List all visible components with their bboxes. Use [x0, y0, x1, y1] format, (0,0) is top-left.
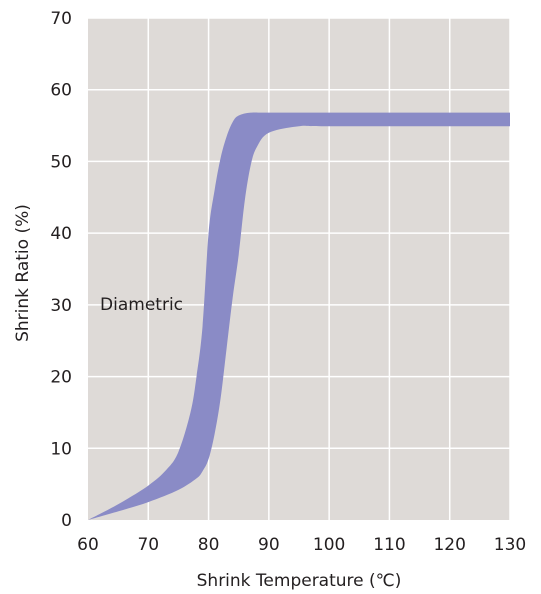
y-tick-label-70: 70 [50, 9, 72, 29]
y-tick-labels: 0 10 20 30 40 50 60 70 [50, 9, 72, 531]
annotation-0: Diametric [100, 295, 183, 315]
y-tick-label-60: 60 [50, 81, 72, 101]
y-tick-label-30: 30 [50, 296, 72, 316]
diametric-band [88, 112, 510, 520]
x-tick-label-60: 60 [77, 535, 99, 555]
x-axis-label: Shrink Temperature (℃) [197, 571, 402, 591]
x-tick-label-90: 90 [258, 535, 280, 555]
x-tick-label-100: 100 [313, 535, 345, 555]
plot-area [88, 18, 510, 520]
x-tick-labels: 60 70 80 90 100 110 120 130 [77, 535, 526, 555]
x-tick-label-70: 70 [137, 535, 159, 555]
y-axis-label: Shrink Ratio (%) [13, 204, 33, 342]
x-tick-label-130: 130 [494, 535, 526, 555]
y-tick-label-40: 40 [50, 224, 72, 244]
x-tick-label-120: 120 [433, 535, 465, 555]
y-tick-label-20: 20 [50, 368, 72, 388]
plot-background [88, 18, 510, 520]
x-tick-label-80: 80 [198, 535, 220, 555]
x-tick-label-110: 110 [373, 535, 405, 555]
y-tick-label-0: 0 [61, 511, 72, 531]
annotation-layer: Diametric [100, 295, 183, 315]
band-layer [88, 112, 510, 520]
y-tick-label-10: 10 [50, 439, 72, 459]
grid-layer [88, 17, 511, 520]
y-tick-label-50: 50 [50, 152, 72, 172]
